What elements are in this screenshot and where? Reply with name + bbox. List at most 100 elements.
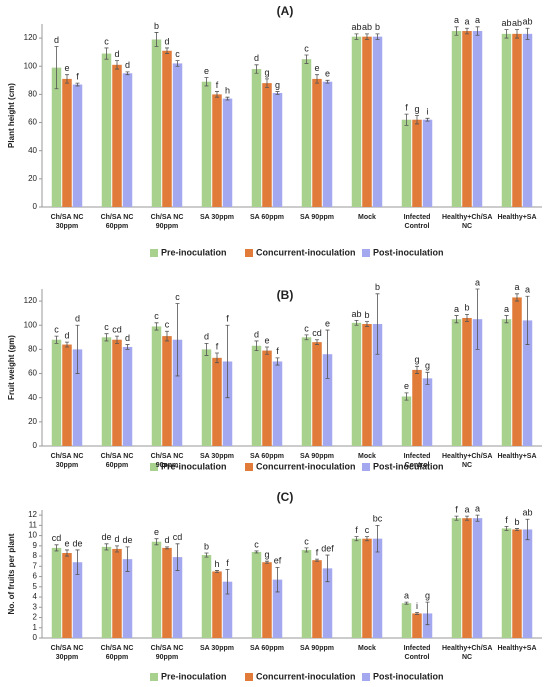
legend-swatch bbox=[362, 463, 370, 471]
bar bbox=[422, 613, 433, 638]
y-tick-label: 1 bbox=[33, 623, 38, 632]
significance-letter: cd bbox=[52, 533, 62, 543]
y-tick-label: 12 bbox=[28, 510, 37, 519]
y-tick-label: 40 bbox=[28, 393, 37, 402]
error-bar bbox=[125, 546, 130, 572]
error-bar bbox=[104, 47, 109, 60]
significance-letter: a bbox=[475, 15, 480, 25]
significance-letter: b bbox=[364, 310, 369, 320]
error-bar bbox=[425, 371, 430, 385]
significance-letter: c bbox=[365, 525, 370, 535]
error-bar bbox=[215, 91, 219, 98]
significance-letter: d bbox=[204, 332, 209, 342]
x-tick-label: Healthy+Ch/SA NC bbox=[442, 645, 493, 661]
x-tick-label: Healthy+Ch/SA NC bbox=[442, 214, 493, 230]
significance-letter: a bbox=[514, 282, 519, 292]
bar bbox=[322, 81, 333, 207]
bar bbox=[351, 36, 362, 207]
significance-letter: a bbox=[454, 304, 459, 314]
significance-letter: c bbox=[175, 49, 180, 59]
error-bar bbox=[465, 27, 469, 35]
significance-letter: e bbox=[154, 527, 159, 537]
error-bar bbox=[65, 74, 69, 84]
error-bar bbox=[265, 78, 269, 88]
significance-letter: f bbox=[276, 346, 279, 356]
error-bar bbox=[404, 392, 409, 401]
significance-letter: c bbox=[165, 320, 170, 330]
legend-label: Pre-inoculation bbox=[161, 461, 227, 471]
y-tick-label: 2 bbox=[33, 613, 38, 622]
bar bbox=[472, 31, 483, 207]
x-tick-label: Ch/SA NC 30ppm bbox=[50, 453, 84, 469]
bar bbox=[151, 39, 162, 207]
bar bbox=[162, 336, 172, 446]
bar bbox=[312, 78, 322, 208]
legend-swatch bbox=[150, 249, 158, 257]
significance-letter: e bbox=[64, 538, 69, 548]
bar bbox=[322, 354, 333, 446]
bar bbox=[251, 551, 262, 638]
x-tick-label: SA 30ppm bbox=[200, 645, 234, 652]
bar bbox=[512, 297, 522, 446]
bar bbox=[501, 528, 512, 638]
significance-letter: g bbox=[264, 67, 269, 77]
significance-letter: de bbox=[72, 538, 82, 548]
significance-letter: c bbox=[154, 311, 159, 321]
error-bar bbox=[404, 113, 409, 126]
error-bar bbox=[304, 547, 309, 553]
y-tick-label: 0 bbox=[33, 441, 38, 450]
y-axis-label: No. of fruits per plant bbox=[7, 533, 16, 614]
bar bbox=[301, 549, 312, 638]
significance-letter: c bbox=[254, 539, 259, 549]
error-bar bbox=[75, 82, 80, 87]
legend-swatch bbox=[150, 673, 158, 681]
bar bbox=[51, 547, 62, 638]
bar bbox=[222, 361, 233, 446]
significance-letter: a bbox=[525, 285, 530, 295]
bar bbox=[262, 562, 272, 638]
legend-label: Post-inoculation bbox=[373, 247, 444, 257]
y-tick-label: 9 bbox=[33, 541, 38, 550]
x-tick-label: Ch/SA NC 30ppm bbox=[50, 645, 84, 661]
significance-letter: e bbox=[314, 63, 319, 73]
error-bar bbox=[325, 79, 330, 84]
significance-letter: e bbox=[64, 63, 69, 73]
bar bbox=[62, 78, 72, 208]
error-bar bbox=[225, 96, 230, 101]
bar bbox=[62, 553, 72, 638]
error-bar bbox=[175, 303, 180, 377]
significance-letter: a bbox=[475, 503, 480, 513]
y-tick-label: 5 bbox=[33, 582, 38, 591]
significance-letter: a bbox=[404, 591, 409, 601]
bar bbox=[72, 349, 83, 446]
significance-letter: i bbox=[427, 107, 429, 117]
significance-letter: d bbox=[114, 49, 119, 59]
bar bbox=[72, 84, 83, 207]
error-bar bbox=[315, 74, 319, 84]
bar bbox=[101, 546, 112, 638]
error-bar bbox=[275, 91, 280, 95]
error-bar bbox=[54, 46, 59, 90]
x-tick-label: Ch/SA NC 60ppm bbox=[100, 645, 134, 661]
significance-letter: c bbox=[104, 322, 109, 332]
significance-letter: e bbox=[325, 69, 330, 79]
chart-title: (B) bbox=[277, 288, 294, 302]
bar bbox=[262, 350, 272, 446]
bar bbox=[372, 538, 383, 638]
significance-letter: f bbox=[76, 71, 79, 81]
error-bar bbox=[504, 315, 509, 324]
significance-letter: ab bbox=[351, 22, 361, 32]
error-bar bbox=[315, 339, 319, 345]
x-tick-label: Healthy+SA bbox=[497, 214, 537, 221]
significance-letter: c bbox=[104, 36, 109, 46]
bar bbox=[422, 119, 433, 207]
bar bbox=[472, 518, 483, 638]
chart-title: (C) bbox=[277, 490, 294, 504]
error-bar bbox=[415, 612, 419, 615]
error-bar bbox=[365, 536, 369, 542]
error-bar bbox=[404, 601, 409, 605]
significance-letter: b bbox=[514, 517, 519, 527]
legend-label: Concurrent-inoculation bbox=[256, 671, 356, 681]
bar bbox=[122, 73, 133, 208]
